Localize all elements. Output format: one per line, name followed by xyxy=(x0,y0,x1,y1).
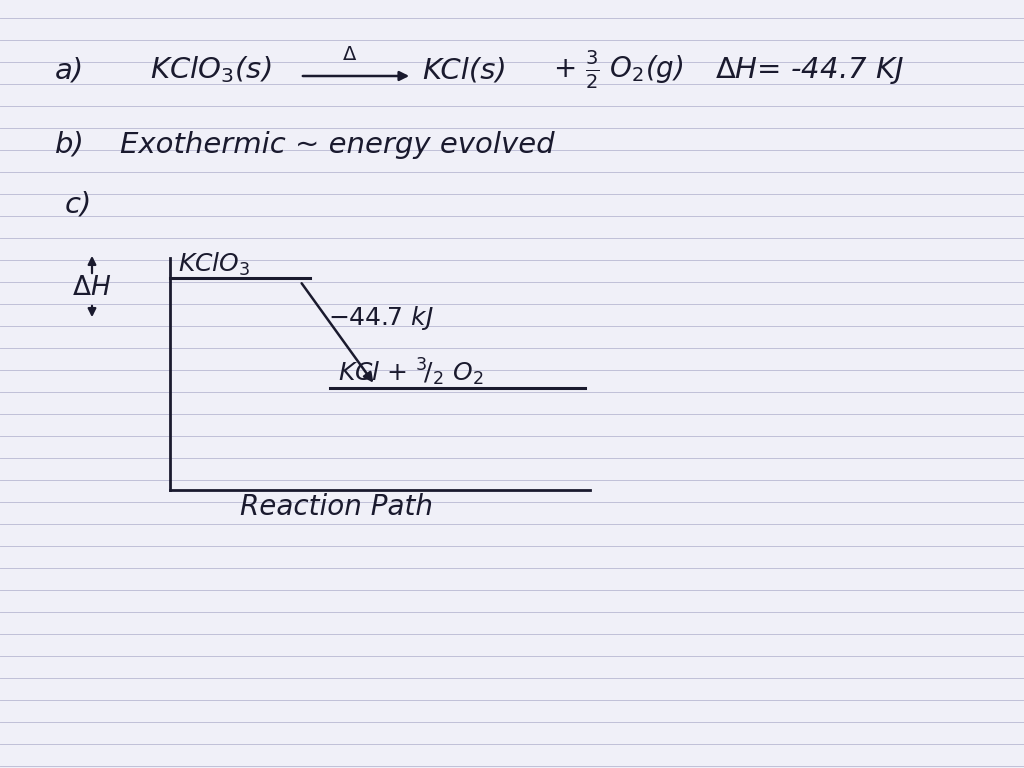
Text: $\Delta$H: $\Delta$H xyxy=(72,275,112,301)
Text: KCl + $^3\!/_{2}$ O$_2$: KCl + $^3\!/_{2}$ O$_2$ xyxy=(338,356,483,388)
Text: $\Delta$: $\Delta$ xyxy=(342,45,357,64)
Text: c): c) xyxy=(65,191,92,219)
Text: Reaction Path: Reaction Path xyxy=(240,493,433,521)
Text: KClO$_3$(s): KClO$_3$(s) xyxy=(150,54,271,84)
Text: KClO$_3$: KClO$_3$ xyxy=(178,251,251,278)
Text: + $\frac{3}{2}$ O$_2$(g): + $\frac{3}{2}$ O$_2$(g) xyxy=(553,49,683,91)
Text: a): a) xyxy=(55,56,84,84)
Text: b): b) xyxy=(55,131,85,159)
Text: $\Delta$H= -44.7 KJ: $\Delta$H= -44.7 KJ xyxy=(715,55,904,86)
Text: Exothermic ~ energy evolved: Exothermic ~ energy evolved xyxy=(120,131,555,159)
Text: KCl(s): KCl(s) xyxy=(422,56,507,84)
Text: $-44.7$ kJ: $-44.7$ kJ xyxy=(328,304,434,332)
